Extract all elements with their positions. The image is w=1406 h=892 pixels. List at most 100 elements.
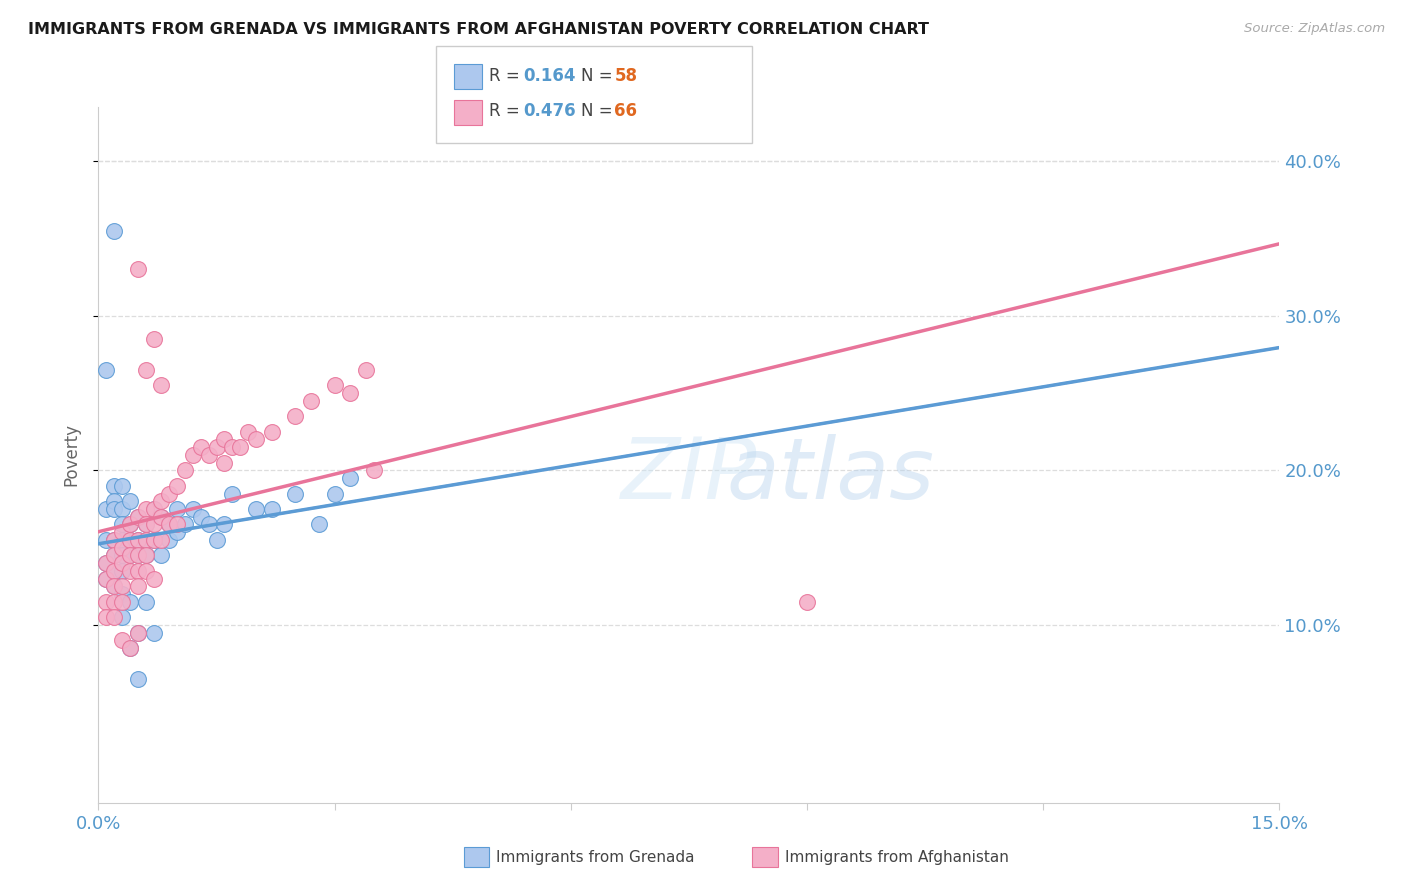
Point	[96, 556, 118, 570]
Point	[118, 517, 141, 532]
Point	[96, 610, 118, 624]
Point	[111, 610, 134, 624]
Point	[111, 556, 134, 570]
Point	[181, 448, 204, 462]
Point	[103, 549, 125, 563]
Point	[135, 502, 157, 516]
Point	[796, 595, 818, 609]
Point	[221, 486, 243, 500]
Point	[135, 595, 157, 609]
Point	[96, 572, 118, 586]
Point	[111, 587, 134, 601]
Point	[190, 440, 212, 454]
Point	[142, 332, 165, 346]
Point	[135, 517, 157, 532]
Point	[214, 517, 236, 532]
Point	[118, 595, 141, 609]
Point	[150, 509, 173, 524]
Text: R =: R =	[489, 103, 526, 120]
Point	[103, 564, 125, 578]
Text: atlas: atlas	[727, 434, 935, 517]
Point	[229, 440, 252, 454]
Point	[103, 533, 125, 547]
Point	[118, 564, 141, 578]
Point	[103, 479, 125, 493]
Point	[354, 363, 377, 377]
Point	[96, 533, 118, 547]
Point	[150, 494, 173, 508]
Point	[118, 494, 141, 508]
Text: N =: N =	[581, 103, 617, 120]
Point	[118, 641, 141, 656]
Point	[96, 556, 118, 570]
Point	[111, 633, 134, 648]
Point	[150, 549, 173, 563]
Point	[157, 533, 180, 547]
Point	[127, 672, 149, 686]
Point	[135, 564, 157, 578]
Y-axis label: Poverty: Poverty	[62, 424, 80, 486]
Text: 0.476: 0.476	[523, 103, 575, 120]
Point	[363, 463, 385, 477]
Point	[135, 533, 157, 547]
Point	[142, 625, 165, 640]
Point	[181, 502, 204, 516]
Point	[142, 533, 165, 547]
Text: ZIP: ZIP	[621, 434, 756, 517]
Point	[118, 549, 141, 563]
Point	[197, 448, 219, 462]
Point	[103, 564, 125, 578]
Point	[127, 625, 149, 640]
Text: Immigrants from Afghanistan: Immigrants from Afghanistan	[785, 850, 1008, 864]
Point	[127, 262, 149, 277]
Point	[127, 533, 149, 547]
Point	[127, 533, 149, 547]
Point	[111, 517, 134, 532]
Point	[245, 502, 267, 516]
Point	[127, 564, 149, 578]
Point	[111, 479, 134, 493]
Point	[260, 425, 283, 439]
Point	[284, 486, 307, 500]
Point	[142, 502, 165, 516]
Point	[174, 517, 197, 532]
Point	[103, 224, 125, 238]
Text: R =: R =	[489, 67, 526, 85]
Point	[157, 517, 180, 532]
Point	[245, 433, 267, 447]
Point	[135, 363, 157, 377]
Text: Immigrants from Grenada: Immigrants from Grenada	[496, 850, 695, 864]
Point	[96, 572, 118, 586]
Point	[135, 533, 157, 547]
Point	[118, 549, 141, 563]
Point	[127, 509, 149, 524]
Text: N =: N =	[581, 67, 617, 85]
Point	[197, 517, 219, 532]
Point	[118, 533, 141, 547]
Point	[111, 533, 134, 547]
Point	[103, 502, 125, 516]
Point	[284, 409, 307, 424]
Point	[103, 533, 125, 547]
Point	[111, 579, 134, 593]
Point	[150, 378, 173, 392]
Point	[166, 525, 188, 540]
Point	[157, 486, 180, 500]
Point	[190, 509, 212, 524]
Point	[103, 549, 125, 563]
Point	[135, 517, 157, 532]
Point	[308, 517, 330, 532]
Text: 0.164: 0.164	[523, 67, 575, 85]
Point	[135, 549, 157, 563]
Point	[127, 579, 149, 593]
Point	[111, 564, 134, 578]
Point	[111, 525, 134, 540]
Point	[103, 579, 125, 593]
Point	[111, 502, 134, 516]
Point	[142, 502, 165, 516]
Point	[221, 440, 243, 454]
Point	[127, 509, 149, 524]
Point	[111, 541, 134, 555]
Point	[96, 363, 118, 377]
Point	[135, 549, 157, 563]
